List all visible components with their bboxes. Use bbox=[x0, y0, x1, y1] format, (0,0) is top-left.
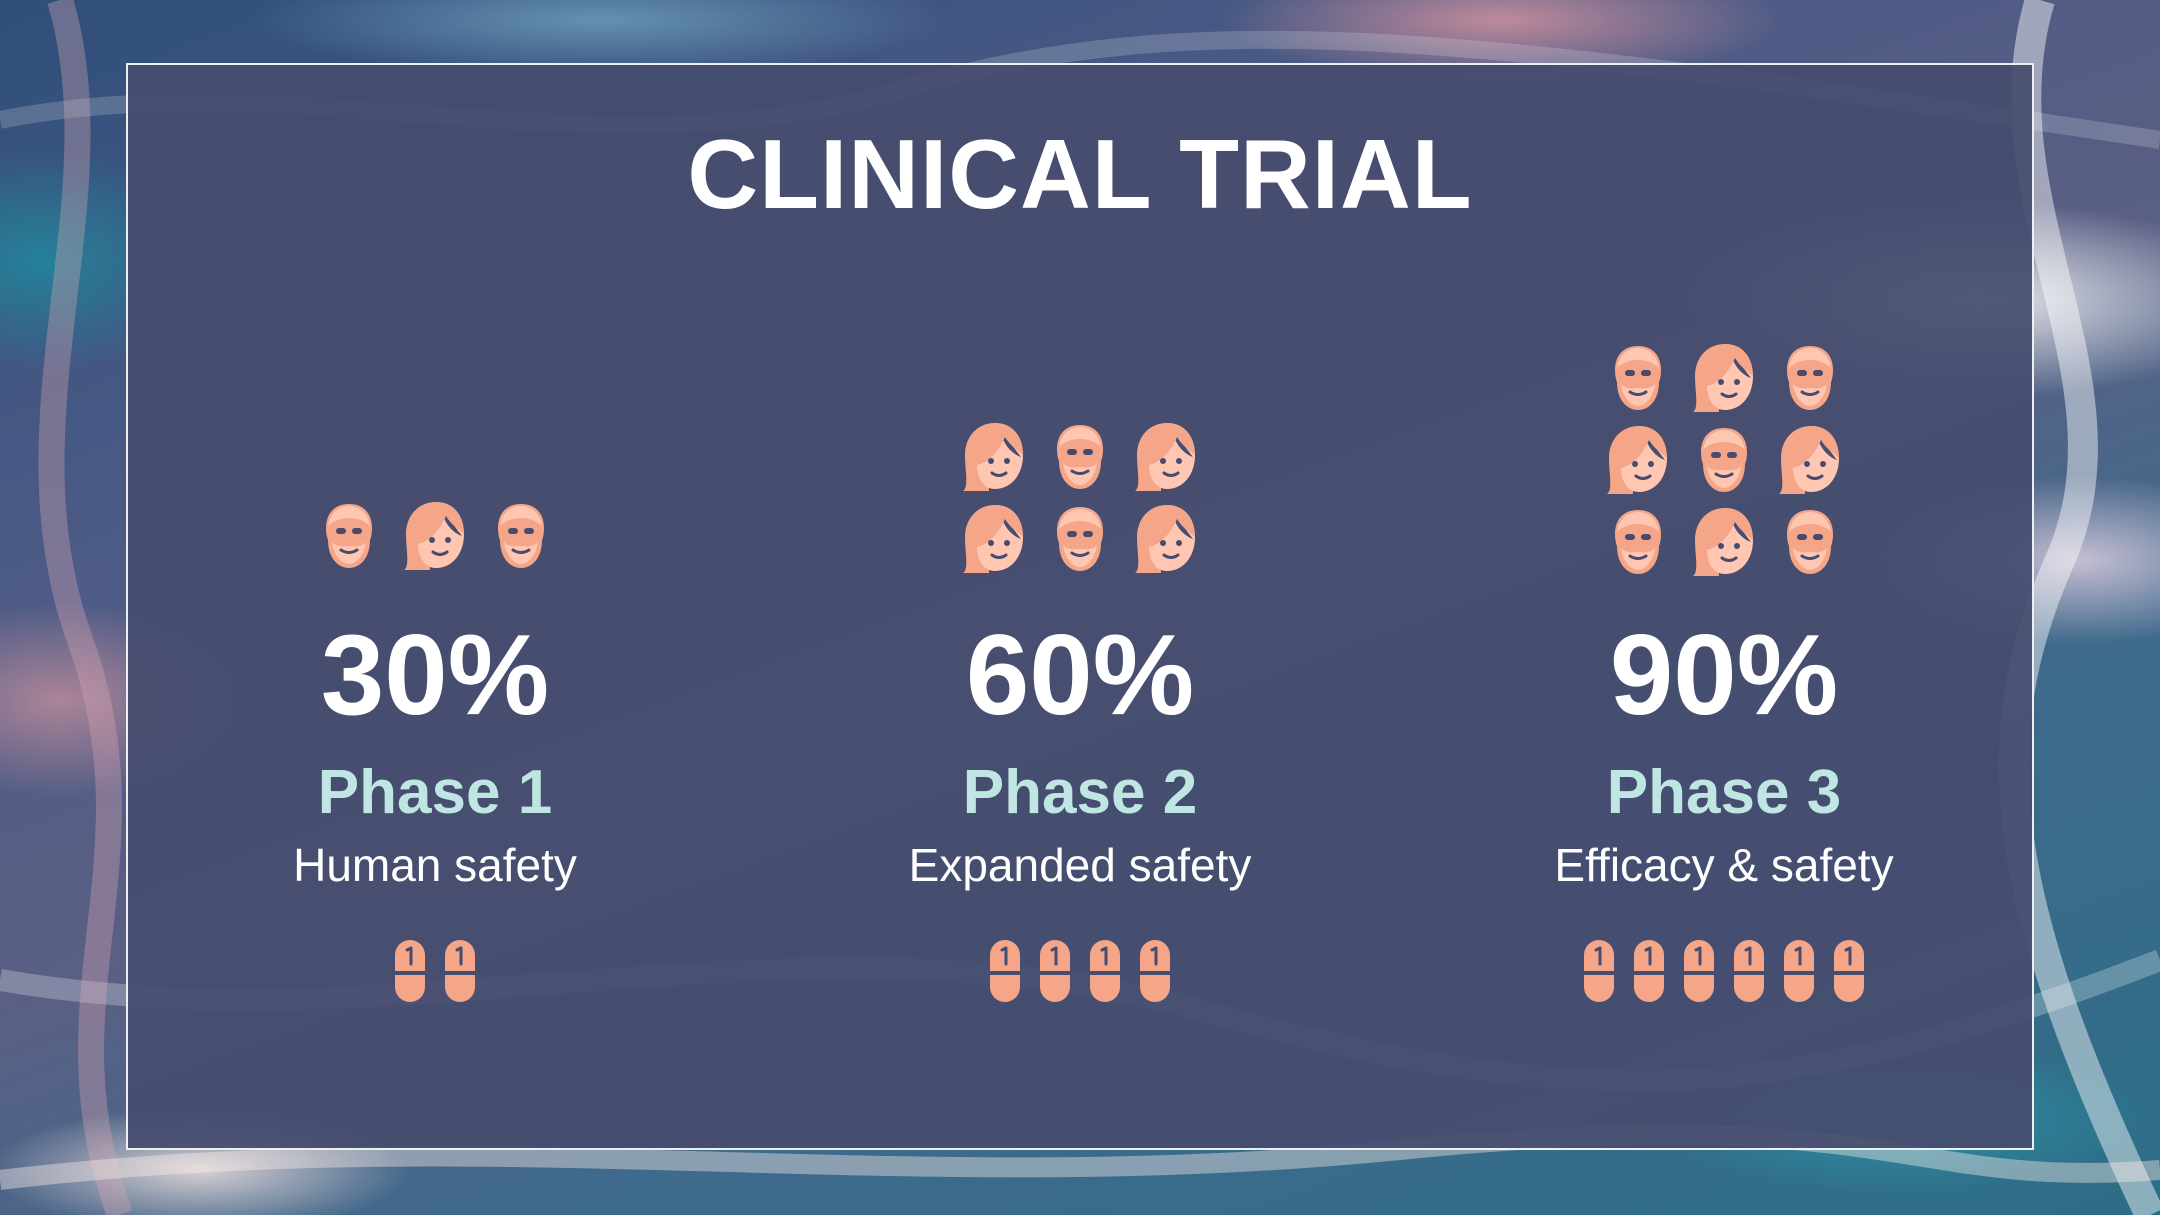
pill-icon-group bbox=[85, 938, 785, 1004]
pill-icon bbox=[1038, 938, 1072, 1004]
pill-icon bbox=[988, 938, 1022, 1004]
woman-icon bbox=[1775, 424, 1845, 496]
phase-column-2: 60% Phase 2 Expanded safety bbox=[730, 0, 1430, 1215]
pill-icon bbox=[1582, 938, 1616, 1004]
pill-icon-group bbox=[1374, 938, 2074, 1004]
man-icon bbox=[314, 500, 384, 572]
man-icon bbox=[1603, 342, 1673, 414]
people-icon-group bbox=[1374, 342, 2074, 578]
woman-icon bbox=[400, 500, 470, 572]
man-icon bbox=[1045, 421, 1115, 493]
people-row bbox=[1603, 506, 1845, 578]
people-icon-group bbox=[85, 500, 785, 572]
phase-description: Human safety bbox=[293, 839, 577, 891]
people-row bbox=[314, 500, 556, 572]
man-icon bbox=[1603, 506, 1673, 578]
people-row bbox=[959, 421, 1201, 493]
phase-percent: 60% bbox=[965, 612, 1195, 739]
pill-icon bbox=[393, 938, 427, 1004]
phase-percent: 30% bbox=[320, 612, 550, 739]
pill-icon bbox=[443, 938, 477, 1004]
phase-label: Phase 1 bbox=[317, 758, 553, 827]
phase-column-1: 30% Phase 1 Human safety bbox=[85, 0, 785, 1215]
pill-icon bbox=[1832, 938, 1866, 1004]
slide-title: CLINICAL TRIAL bbox=[687, 119, 1473, 229]
phase-column-3: 90% Phase 3 Efficacy & safety bbox=[1374, 0, 2074, 1215]
people-row bbox=[1603, 342, 1845, 414]
man-icon bbox=[486, 500, 556, 572]
woman-icon bbox=[1689, 342, 1759, 414]
woman-icon bbox=[1603, 424, 1673, 496]
phase-description: Expanded safety bbox=[908, 839, 1252, 891]
phase-percent: 90% bbox=[1609, 612, 1839, 739]
pill-icon bbox=[1138, 938, 1172, 1004]
people-row bbox=[959, 503, 1201, 575]
woman-icon bbox=[1131, 503, 1201, 575]
man-icon bbox=[1775, 342, 1845, 414]
woman-icon bbox=[1689, 506, 1759, 578]
pill-icon bbox=[1682, 938, 1716, 1004]
man-icon bbox=[1045, 503, 1115, 575]
woman-icon bbox=[959, 421, 1029, 493]
pill-icon bbox=[1632, 938, 1666, 1004]
woman-icon bbox=[1131, 421, 1201, 493]
man-icon bbox=[1689, 424, 1759, 496]
pill-icon-group bbox=[730, 938, 1430, 1004]
phase-label: Phase 3 bbox=[1606, 758, 1842, 827]
pill-icon bbox=[1088, 938, 1122, 1004]
pill-icon bbox=[1782, 938, 1816, 1004]
man-icon bbox=[1775, 506, 1845, 578]
content-panel bbox=[126, 63, 2034, 1150]
woman-icon bbox=[959, 503, 1029, 575]
pill-icon bbox=[1732, 938, 1766, 1004]
people-icon-group bbox=[730, 421, 1430, 575]
phase-label: Phase 2 bbox=[962, 758, 1198, 827]
phase-description: Efficacy & safety bbox=[1554, 839, 1894, 891]
people-row bbox=[1603, 424, 1845, 496]
